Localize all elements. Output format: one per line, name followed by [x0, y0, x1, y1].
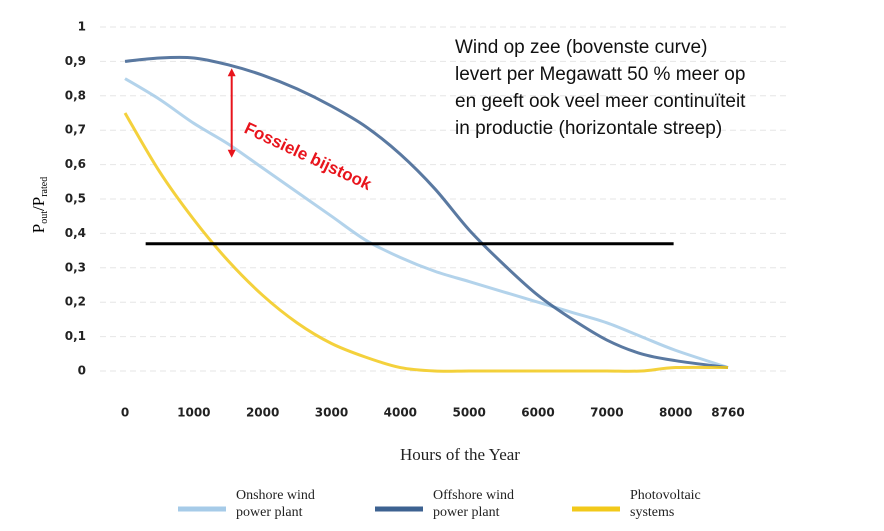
series-line: [124, 55, 729, 370]
note-line: en geeft ook veel meer continuïteit: [455, 91, 746, 112]
y-tick-label: 1: [78, 20, 86, 34]
x-tick-label: 2000: [246, 406, 279, 420]
y-tick-label: 0,5: [65, 192, 86, 206]
x-tick-label: 8000: [659, 406, 692, 420]
x-tick-label: 7000: [590, 406, 623, 420]
y-tick-label: 0,6: [65, 157, 86, 171]
y-tick-label: 0,3: [65, 260, 86, 274]
legend-label: Onshore wind power plant: [236, 488, 315, 520]
y-tick-label: 0,4: [65, 226, 86, 240]
x-tick-label: 4000: [384, 406, 417, 420]
y-tick-label: 0,9: [65, 54, 86, 68]
y-label-part: rated: [39, 177, 50, 197]
x-axis-label: Hours of the Year: [400, 445, 520, 464]
y-label-part: P: [29, 224, 48, 233]
x-tick-label: 5000: [452, 406, 485, 420]
series-line: [123, 112, 729, 373]
y-tick-label: 0,1: [65, 329, 86, 343]
note-line: levert per Megawatt 50 % meer op: [455, 64, 745, 85]
legend-label: Offshore wind power plant: [433, 488, 515, 520]
y-tick-label: 0: [78, 364, 86, 378]
x-tick-label: 6000: [521, 406, 554, 420]
y-tick-label: 0,2: [65, 295, 86, 309]
x-tick-label: 0: [121, 406, 129, 420]
y-tick-label: 0,8: [65, 88, 86, 102]
legend-label: Photovoltaic systems: [630, 488, 701, 520]
series-line: [124, 77, 729, 369]
note-line: Wind op zee (bovenste curve): [455, 37, 707, 58]
x-tick-label: 1000: [177, 406, 210, 420]
x-tick-label: 3000: [315, 406, 348, 420]
note-line: in productie (horizontale streep): [455, 118, 722, 139]
x-tick-label: 8760: [711, 406, 744, 420]
y-label-part: /P: [29, 197, 48, 211]
y-axis-label: Pout/Prated: [29, 177, 50, 233]
y-label-part: out: [39, 211, 50, 224]
y-tick-label: 0,7: [65, 123, 86, 137]
